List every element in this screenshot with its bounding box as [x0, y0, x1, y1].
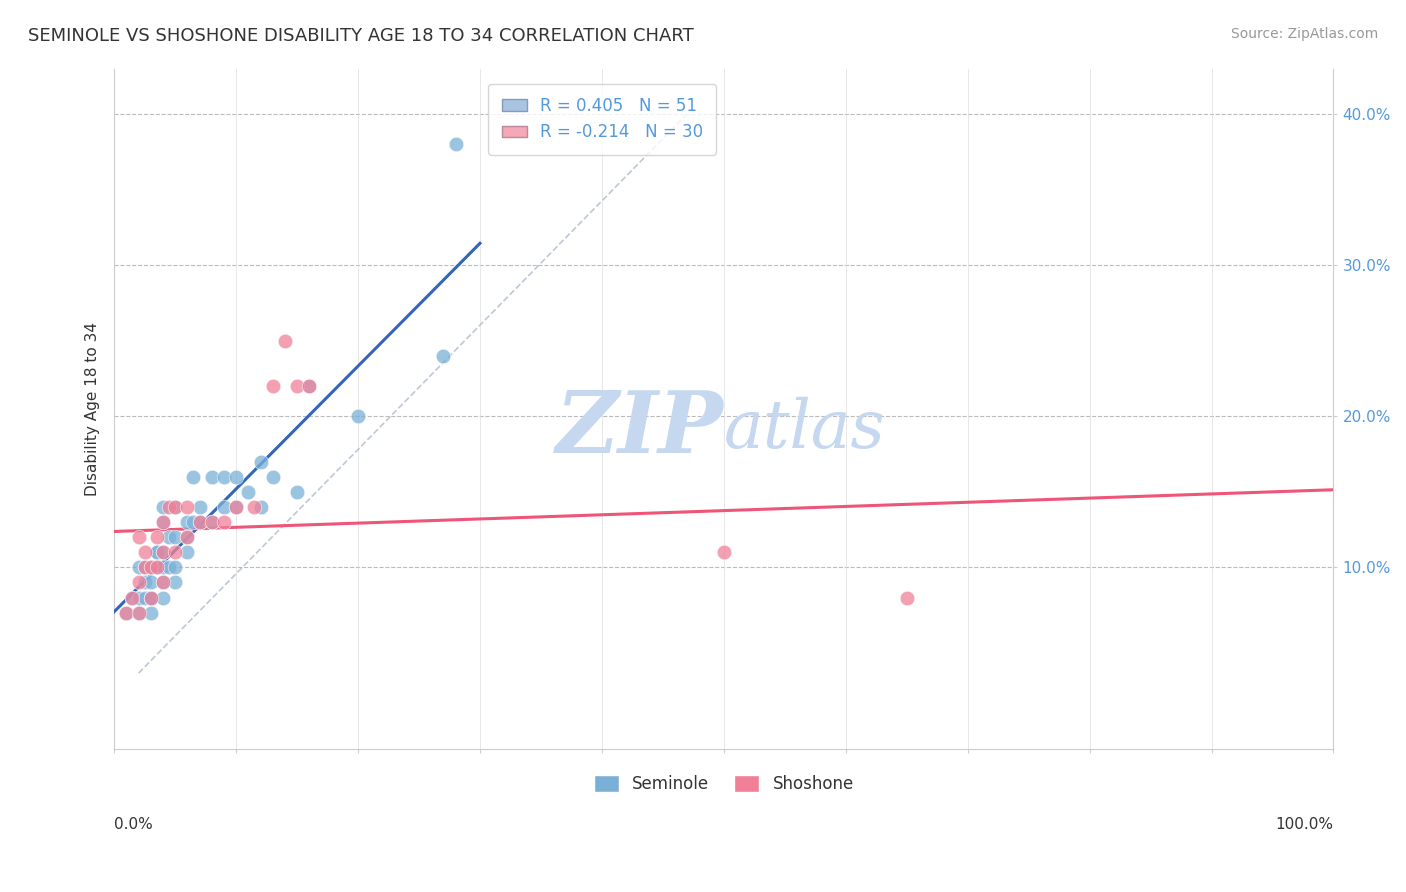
Point: [152, 560, 174, 574]
Point: [128, 530, 150, 544]
Point: [139, 606, 162, 620]
Point: [152, 515, 174, 529]
Point: [157, 530, 180, 544]
Point: [165, 560, 187, 574]
Point: [152, 515, 174, 529]
Point: [225, 500, 247, 514]
Point: [183, 469, 205, 483]
Point: [183, 515, 205, 529]
Text: SEMINOLE VS SHOSHONE DISABILITY AGE 18 TO 34 CORRELATION CHART: SEMINOLE VS SHOSHONE DISABILITY AGE 18 T…: [28, 27, 695, 45]
Point: [152, 591, 174, 605]
Point: [139, 575, 162, 590]
Point: [152, 575, 174, 590]
Point: [285, 379, 308, 393]
Point: [165, 575, 187, 590]
Point: [347, 409, 370, 424]
Point: [201, 515, 224, 529]
Point: [139, 591, 162, 605]
Point: [157, 500, 180, 514]
Point: [713, 545, 735, 559]
Point: [298, 379, 321, 393]
Point: [134, 545, 156, 559]
Point: [262, 379, 284, 393]
Point: [139, 560, 162, 574]
Point: [128, 560, 150, 574]
Point: [165, 500, 187, 514]
Point: [165, 545, 187, 559]
Point: [188, 515, 211, 529]
Point: [139, 560, 162, 574]
Point: [212, 500, 235, 514]
Point: [134, 560, 156, 574]
Point: [212, 469, 235, 483]
Point: [298, 379, 321, 393]
Point: [152, 575, 174, 590]
Point: [238, 484, 260, 499]
Point: [115, 606, 138, 620]
Point: [152, 500, 174, 514]
Point: [432, 349, 454, 363]
Point: [201, 515, 224, 529]
Point: [115, 606, 138, 620]
Point: [249, 454, 271, 468]
Point: [188, 515, 211, 529]
Point: [157, 560, 180, 574]
Legend: Seminole, Shoshone: Seminole, Shoshone: [585, 767, 862, 802]
Point: [146, 560, 169, 574]
Point: [262, 469, 284, 483]
Point: [188, 500, 211, 514]
Point: [134, 591, 156, 605]
Point: [274, 334, 297, 348]
Point: [146, 530, 169, 544]
Point: [128, 591, 150, 605]
Point: [152, 545, 174, 559]
Point: [128, 606, 150, 620]
Point: [134, 560, 156, 574]
Point: [249, 500, 271, 514]
Text: 100.0%: 100.0%: [1275, 817, 1333, 831]
Point: [176, 500, 198, 514]
Point: [128, 606, 150, 620]
Point: [225, 500, 247, 514]
Point: [121, 591, 143, 605]
Point: [152, 545, 174, 559]
Point: [176, 545, 198, 559]
Text: atlas: atlas: [724, 396, 886, 462]
Point: [225, 469, 247, 483]
Text: 0.0%: 0.0%: [114, 817, 153, 831]
Point: [176, 515, 198, 529]
Point: [139, 591, 162, 605]
Point: [146, 545, 169, 559]
Point: [139, 560, 162, 574]
Text: Source: ZipAtlas.com: Source: ZipAtlas.com: [1230, 27, 1378, 41]
Point: [201, 469, 224, 483]
Point: [146, 545, 169, 559]
Point: [128, 575, 150, 590]
Point: [134, 575, 156, 590]
Y-axis label: Disability Age 18 to 34: Disability Age 18 to 34: [86, 322, 100, 496]
Point: [165, 530, 187, 544]
Point: [176, 530, 198, 544]
Point: [212, 515, 235, 529]
Point: [176, 530, 198, 544]
Point: [146, 560, 169, 574]
Point: [139, 591, 162, 605]
Text: ZIP: ZIP: [555, 387, 724, 471]
Point: [243, 500, 266, 514]
Point: [444, 137, 467, 152]
Point: [896, 591, 918, 605]
Point: [285, 484, 308, 499]
Point: [165, 500, 187, 514]
Point: [121, 591, 143, 605]
